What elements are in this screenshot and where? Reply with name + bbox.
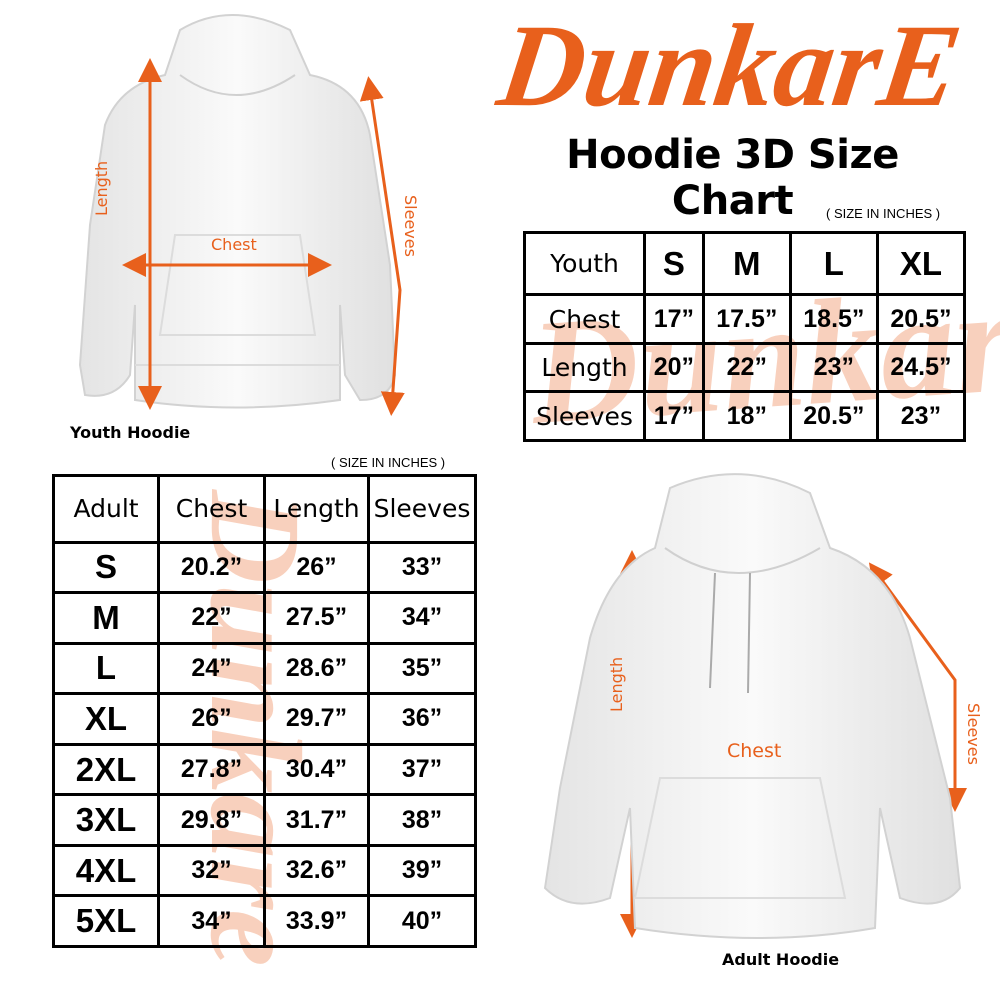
table-cell: 28.6”	[263, 641, 370, 696]
size-label: S	[52, 540, 160, 595]
youth-sleeves-label: Sleeves	[401, 195, 420, 257]
row-label: Sleeves	[523, 390, 646, 442]
row-label: Chest	[523, 293, 646, 345]
table-cell: 29.8”	[157, 793, 266, 847]
table-cell: 18”	[701, 390, 792, 442]
table-cell: 22”	[701, 341, 792, 394]
table-cell: 33”	[367, 540, 477, 595]
youth-chest-label: Chest	[211, 235, 257, 254]
table-header-row: Adult Chest Length Sleeves	[52, 474, 477, 544]
table-row: Sleeves 17” 18” 20.5” 23”	[523, 390, 967, 442]
table-cell: 39”	[367, 843, 477, 898]
table-cell: 18.5”	[788, 293, 879, 345]
table-cell: 38”	[367, 793, 477, 847]
table-row: 3XL 29.8” 31.7” 38”	[52, 793, 477, 847]
size-label: 5XL	[52, 894, 160, 948]
size-label: M	[52, 591, 160, 645]
table-cell: 31.7”	[263, 793, 370, 847]
youth-unit-note: ( SIZE IN INCHES )	[826, 206, 941, 221]
svg-text:DunkarE: DunkarE	[490, 0, 969, 130]
table-cell: 34”	[157, 894, 266, 948]
adult-length-label: Length	[607, 656, 626, 712]
adult-unit-note: ( SIZE IN INCHES )	[331, 455, 446, 470]
table-row: XL 26” 29.7” 36”	[52, 692, 477, 746]
header-cell: M	[701, 230, 792, 297]
youth-size-table: Youth S M L XL Chest 17” 17.5” 18.5” 20.…	[523, 230, 967, 442]
table-cell: 26”	[263, 540, 370, 595]
header-cell: S	[643, 230, 705, 297]
table-cell: 17”	[643, 390, 705, 442]
table-cell: 32.6”	[263, 843, 370, 898]
table-cell: 17.5”	[701, 293, 792, 345]
table-cell: 34”	[367, 591, 477, 645]
table-row: 4XL 32” 32.6” 39”	[52, 843, 477, 898]
size-label: 4XL	[52, 843, 160, 898]
brand-logo: DunkarE	[490, 0, 969, 130]
table-row: S 20.2” 26” 33”	[52, 540, 477, 595]
table-row: Chest 17” 17.5” 18.5” 20.5”	[523, 293, 967, 345]
table-cell: 26”	[157, 692, 266, 746]
header-cell: Sleeves	[367, 474, 477, 544]
table-row: Length 20” 22” 23” 24.5”	[523, 341, 967, 394]
table-cell: 30.4”	[263, 742, 370, 797]
table-header-row: Youth S M L XL	[523, 230, 967, 297]
youth-hoodie-caption: Youth Hoodie	[70, 423, 191, 442]
table-cell: 22”	[157, 591, 266, 645]
table-cell: 24.5”	[875, 341, 967, 394]
adult-hoodie-caption: Adult Hoodie	[722, 950, 840, 969]
header-cell: Youth	[523, 230, 646, 297]
table-cell: 20.5”	[875, 293, 967, 345]
table-cell: 33.9”	[263, 894, 370, 948]
header-cell: L	[788, 230, 879, 297]
row-label: Length	[523, 341, 646, 394]
adult-hoodie-image	[543, 473, 962, 939]
table-cell: 23”	[875, 390, 967, 442]
youth-length-label: Length	[92, 160, 111, 216]
adult-chest-label: Chest	[727, 740, 782, 762]
table-cell: 40”	[367, 894, 477, 948]
table-cell: 37”	[367, 742, 477, 797]
size-label: 3XL	[52, 793, 160, 847]
table-cell: 20.2”	[157, 540, 266, 595]
table-cell: 23”	[788, 341, 879, 394]
size-label: L	[52, 641, 160, 696]
table-cell: 32”	[157, 843, 266, 898]
table-cell: 24”	[157, 641, 266, 696]
table-row: 5XL 34” 33.9” 40”	[52, 894, 477, 948]
table-cell: 20”	[643, 341, 705, 394]
table-cell: 20.5”	[788, 390, 879, 442]
page-title: Hoodie 3D Size Chart	[566, 132, 899, 224]
header-cell: Chest	[157, 474, 266, 544]
size-label: 2XL	[52, 742, 160, 797]
table-cell: 29.7”	[263, 692, 370, 746]
table-row: L 24” 28.6” 35”	[52, 641, 477, 696]
table-cell: 17”	[643, 293, 705, 345]
table-cell: 35”	[367, 641, 477, 696]
header-cell: Length	[263, 474, 370, 544]
header-cell: XL	[875, 230, 967, 297]
table-row: M 22” 27.5” 34”	[52, 591, 477, 645]
table-cell: 27.8”	[157, 742, 266, 797]
adult-size-table: Adult Chest Length Sleeves S 20.2” 26” 33” M…	[52, 474, 477, 948]
table-cell: 27.5”	[263, 591, 370, 645]
adult-sleeves-label: Sleeves	[964, 703, 983, 765]
table-row: 2XL 27.8” 30.4” 37”	[52, 742, 477, 797]
header-cell: Adult	[52, 474, 160, 544]
table-cell: 36”	[367, 692, 477, 746]
size-label: XL	[52, 692, 160, 746]
